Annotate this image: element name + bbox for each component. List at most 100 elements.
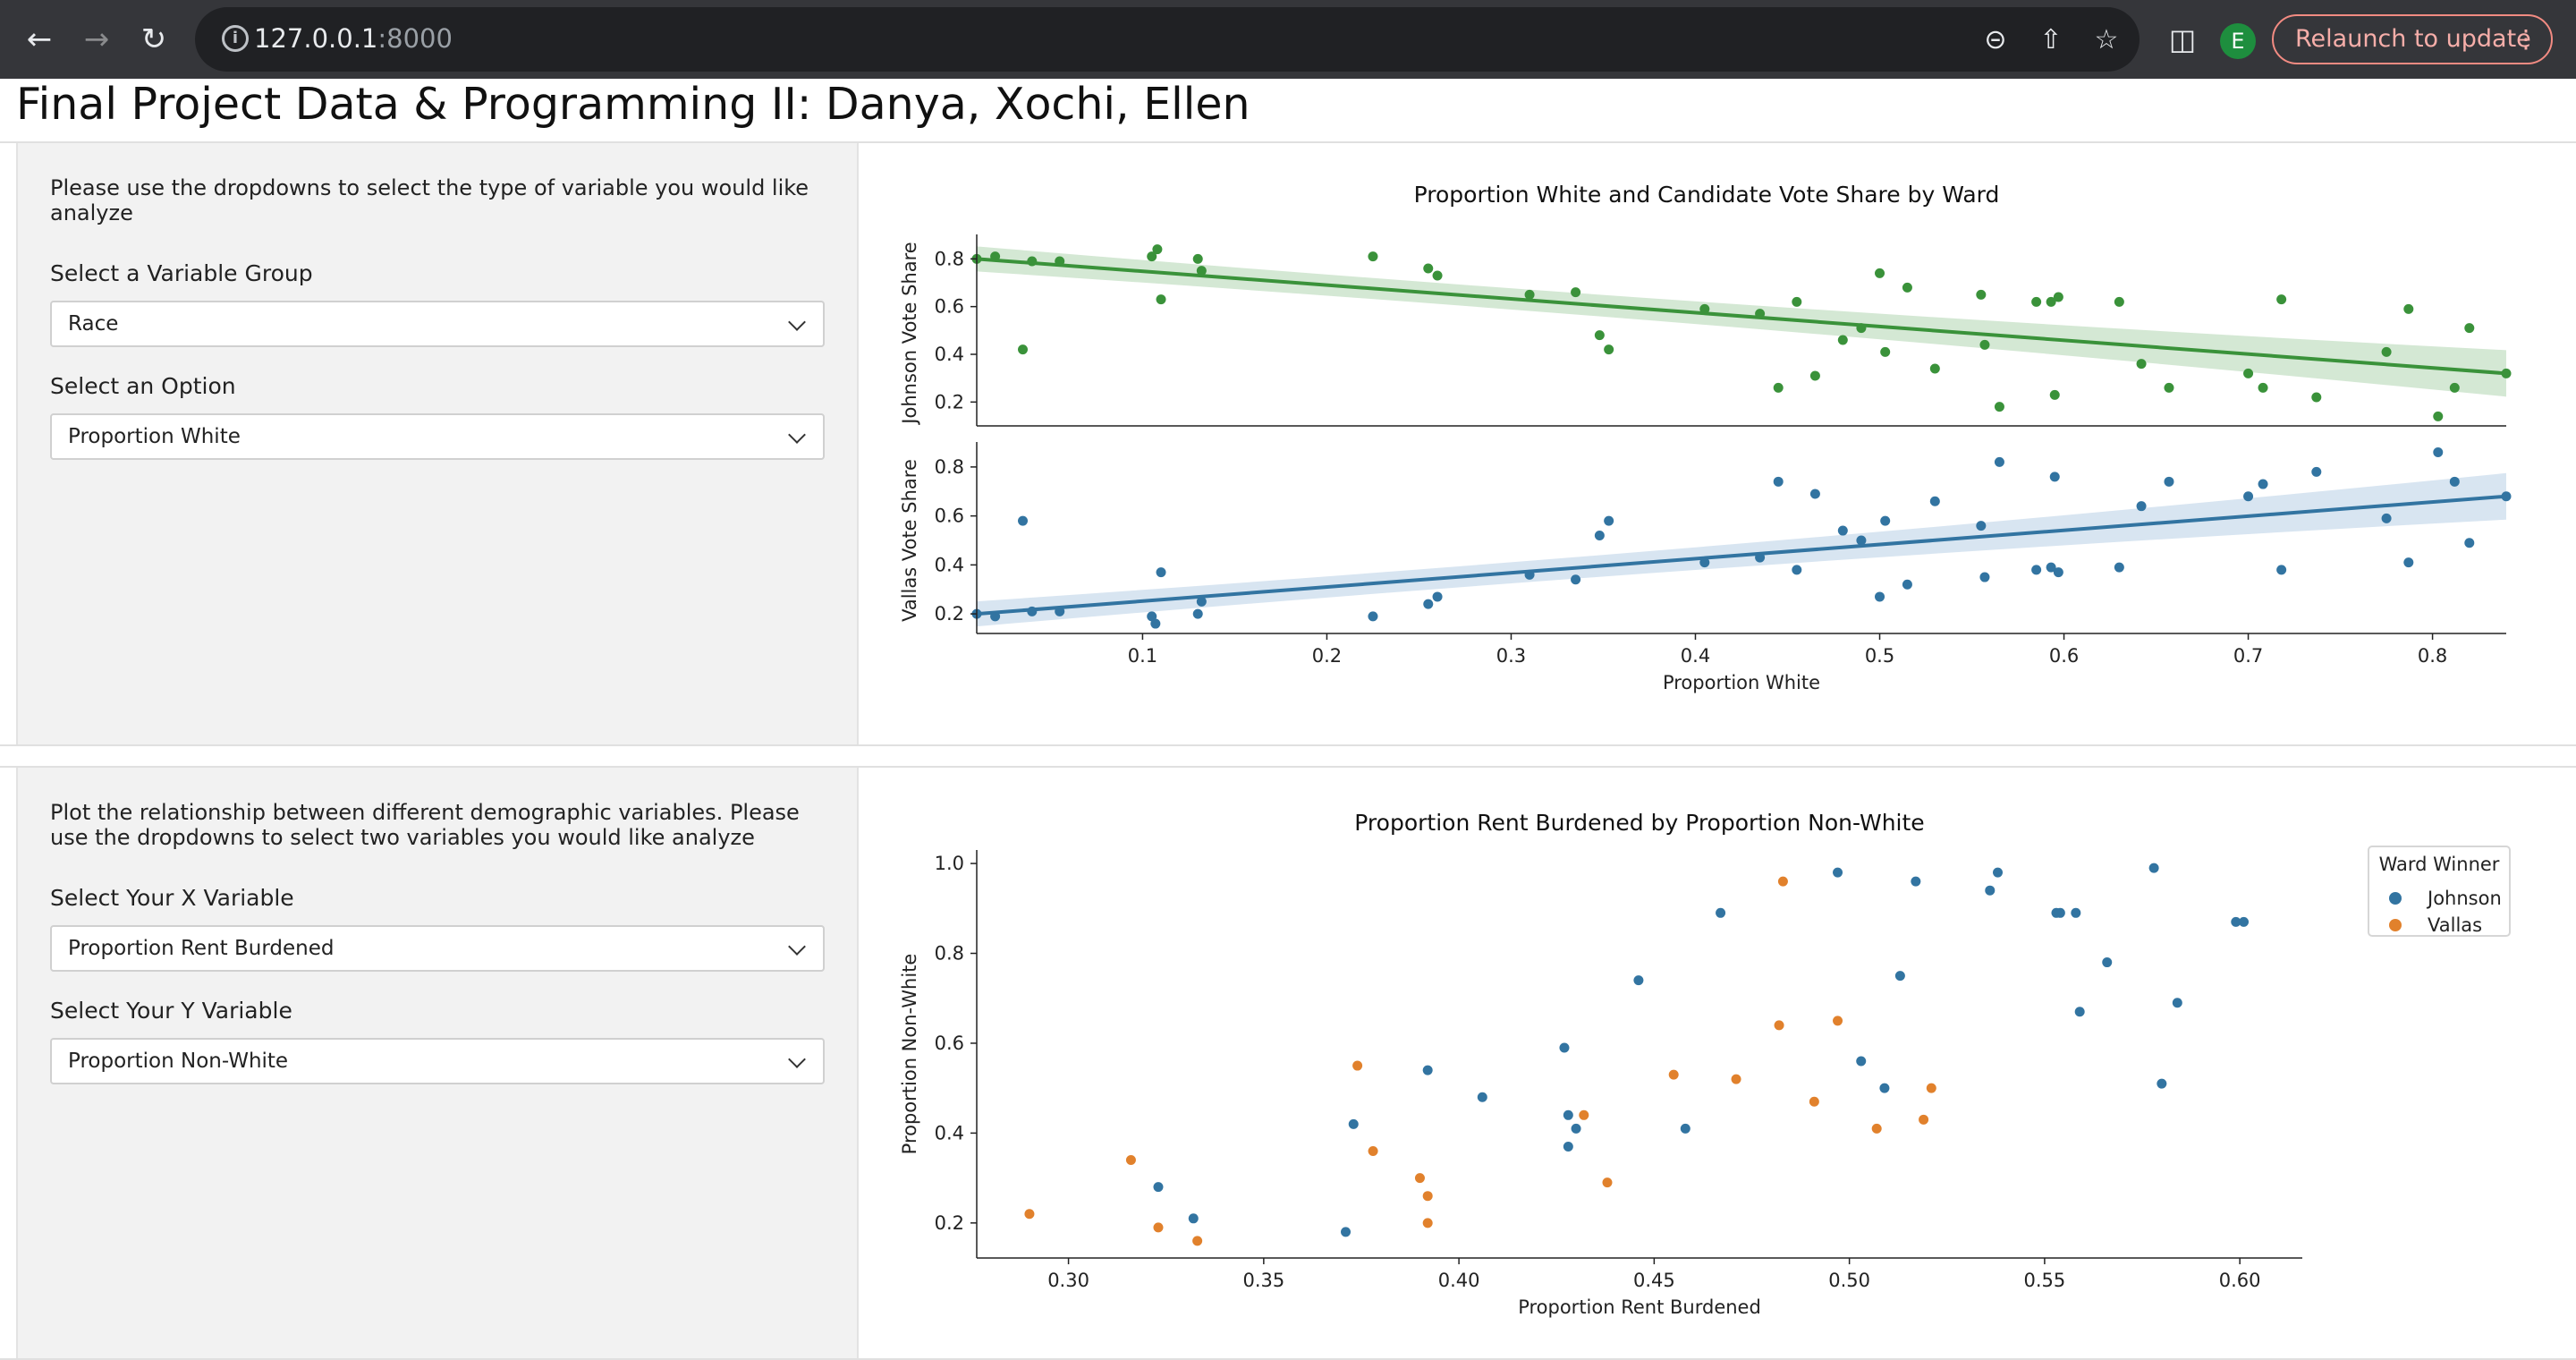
data-point (2049, 389, 2060, 400)
data-point-johnson (2157, 1078, 2167, 1089)
data-point (1875, 268, 1885, 278)
confidence-band-2 (977, 472, 2506, 627)
data-point (2276, 565, 2287, 575)
y-tick-label: 0.2 (935, 603, 964, 625)
data-point-johnson (1993, 867, 2004, 878)
bookmark-star-icon[interactable]: ☆ (2094, 24, 2119, 55)
data-point-vallas (1125, 1155, 1136, 1166)
data-point (2243, 368, 2254, 378)
data-point-vallas (1731, 1074, 1741, 1084)
data-point (2031, 296, 2042, 307)
data-point (2258, 382, 2268, 393)
data-point (1594, 330, 1605, 341)
option-label: Select an Option (50, 373, 236, 399)
chevron-down-icon (788, 313, 806, 331)
y-variable-select[interactable]: Proportion Non-White (50, 1038, 825, 1084)
url-text[interactable]: 127.0.0.1:8000 (254, 21, 453, 56)
data-point (1196, 266, 1207, 276)
chevron-down-icon (788, 426, 806, 444)
x-axis-label: Proportion White (1663, 672, 1820, 693)
data-point-vallas (1777, 876, 1788, 887)
legend-title: Ward Winner (2379, 854, 2500, 875)
y-tick-label: 1.0 (935, 853, 964, 874)
back-arrow-icon[interactable]: ← (26, 21, 53, 57)
address-bar[interactable]: i 127.0.0.1:8000 ⊝ ⇧ ☆ (195, 7, 2140, 72)
data-point-johnson (1894, 971, 1905, 982)
data-point (1773, 382, 1784, 393)
y-tick-label: 0.8 (935, 943, 964, 965)
data-point (2501, 491, 2512, 502)
data-point (1976, 521, 1987, 531)
option-select[interactable]: Proportion White (50, 413, 825, 460)
data-point-johnson (1422, 1065, 1433, 1075)
data-point (1604, 515, 1614, 526)
data-point (2114, 296, 2124, 307)
legend-label-johnson: Johnson (2426, 888, 2502, 909)
data-point (1192, 608, 1203, 619)
data-point (1976, 289, 1987, 300)
data-point (2381, 346, 2392, 357)
data-point-johnson (1348, 1118, 1359, 1129)
data-point (1432, 591, 1443, 602)
share-icon[interactable]: ⇧ (2039, 24, 2063, 55)
rent-burden-chart: Proportion Rent Burdened by Proportion N… (899, 810, 2511, 1318)
more-menu-icon[interactable]: ⋮ (2513, 24, 2538, 54)
option-value: Proportion White (68, 425, 241, 448)
data-point (1018, 344, 1029, 355)
data-point (2449, 476, 2460, 487)
data-point (2276, 294, 2287, 305)
data-point (1571, 574, 1581, 585)
site-info-icon[interactable]: i (222, 25, 249, 52)
data-point (1147, 251, 1157, 262)
side-panel-icon[interactable]: ◫ (2168, 22, 2197, 56)
data-point-johnson (2172, 998, 2182, 1008)
data-point (1875, 591, 1885, 602)
data-point-johnson (2148, 863, 2159, 873)
vote-share-chart: Proportion White and Candidate Vote Shar… (899, 182, 2512, 693)
page-title: Final Project Data & Programming II: Dan… (16, 79, 1250, 130)
profile-avatar[interactable]: E (2220, 23, 2256, 59)
data-point (1792, 565, 1802, 575)
y-tick-label: 0.4 (935, 344, 964, 365)
reload-icon[interactable]: ↻ (140, 21, 167, 57)
data-point-johnson (1563, 1109, 1573, 1120)
chevron-down-icon (788, 938, 806, 956)
x-variable-select[interactable]: Proportion Rent Burdened (50, 925, 825, 972)
data-point-vallas (1809, 1096, 1819, 1107)
data-point (2114, 562, 2124, 573)
data-point (2053, 567, 2063, 578)
data-point (1902, 282, 1912, 293)
data-point-johnson (2239, 916, 2250, 927)
data-point-johnson (1563, 1141, 1573, 1152)
data-point-johnson (2231, 916, 2241, 927)
relaunch-button[interactable]: Relaunch to update ⋮ (2272, 14, 2553, 64)
variable-group-select[interactable]: Race (50, 301, 825, 347)
x-tick-label: 0.5 (1865, 645, 1894, 667)
data-point-vallas (1774, 1020, 1784, 1031)
data-point (1150, 618, 1161, 629)
data-point (1880, 346, 1891, 357)
data-point (1792, 296, 1802, 307)
x-tick-label: 0.1 (1128, 645, 1157, 667)
data-point-vallas (1579, 1109, 1589, 1120)
data-point-vallas (1352, 1060, 1363, 1071)
data-point (2049, 472, 2060, 482)
legend-marker-johnson (2389, 892, 2402, 905)
data-point (1929, 496, 1940, 506)
data-point (2164, 476, 2174, 487)
variable-group-value: Race (68, 312, 119, 336)
data-point (1994, 402, 2004, 412)
data-point (1856, 535, 1867, 546)
data-point-johnson (1879, 1083, 1890, 1093)
zoom-out-icon[interactable]: ⊝ (1984, 24, 2007, 55)
data-point (1809, 489, 1820, 499)
demographics-card: Plot the relationship between different … (0, 766, 2576, 1360)
data-point (2258, 479, 2268, 489)
data-point (2381, 513, 2392, 523)
data-point-vallas (1926, 1083, 1936, 1093)
x-variable-label: Select Your X Variable (50, 885, 294, 911)
data-point (1880, 515, 1891, 526)
data-point (1152, 244, 1163, 255)
forward-arrow-icon[interactable]: → (83, 21, 110, 57)
data-point-johnson (1477, 1092, 1487, 1102)
